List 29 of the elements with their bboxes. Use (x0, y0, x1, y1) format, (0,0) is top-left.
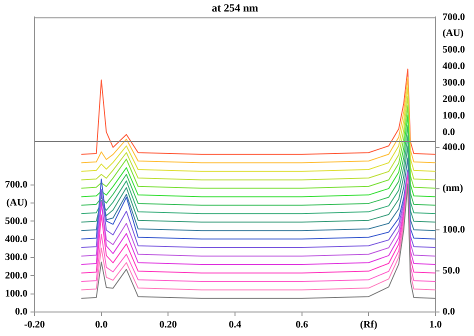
y3-tick-label: 50.0 (442, 265, 460, 276)
y-tick-label: 0.0 (15, 306, 28, 318)
y2-tick-label: 500.0 (442, 44, 465, 56)
x-tick-label: 0.4 (228, 320, 242, 331)
y3-tick-label: 100.0 (442, 224, 465, 236)
y2-tick-label: 100.0 (442, 110, 465, 122)
y-tick-label: 300.0 (5, 252, 28, 264)
y-tick-label: 200.0 (5, 270, 28, 282)
y-tick-label: 500.0 (5, 216, 28, 227)
y3-tick-label: (nm) (442, 183, 464, 194)
y2-tick-label: 300.0 (442, 78, 465, 89)
y-tick-label: (AU) (6, 198, 28, 209)
x-tick-label: (Rf) (360, 320, 378, 331)
x-tick-label: 1.0 (429, 320, 442, 331)
y2-tick-label: 0.0 (442, 127, 455, 138)
chart-title: at 254 nm (212, 2, 258, 14)
x-tick-label: -0.20 (24, 320, 45, 331)
x-tick-label: 0.20 (159, 320, 177, 331)
x-tick-label: 0.0 (95, 320, 108, 331)
y-tick-label: 400.0 (5, 234, 28, 245)
y3-tick-label: 0.0 (442, 306, 455, 318)
y-tick-label: 700.0 (5, 180, 28, 191)
y3-tick-label: 400.0 (442, 142, 465, 154)
y2-tick-label: (AU) (442, 28, 464, 40)
y2-tick-label: 700.0 (442, 12, 465, 23)
y-tick-label: 100.0 (5, 288, 28, 300)
y2-tick-label: 200.0 (442, 94, 465, 106)
y2-tick-label: 400.0 (442, 61, 465, 72)
x-tick-label: 0.6 (296, 320, 308, 331)
